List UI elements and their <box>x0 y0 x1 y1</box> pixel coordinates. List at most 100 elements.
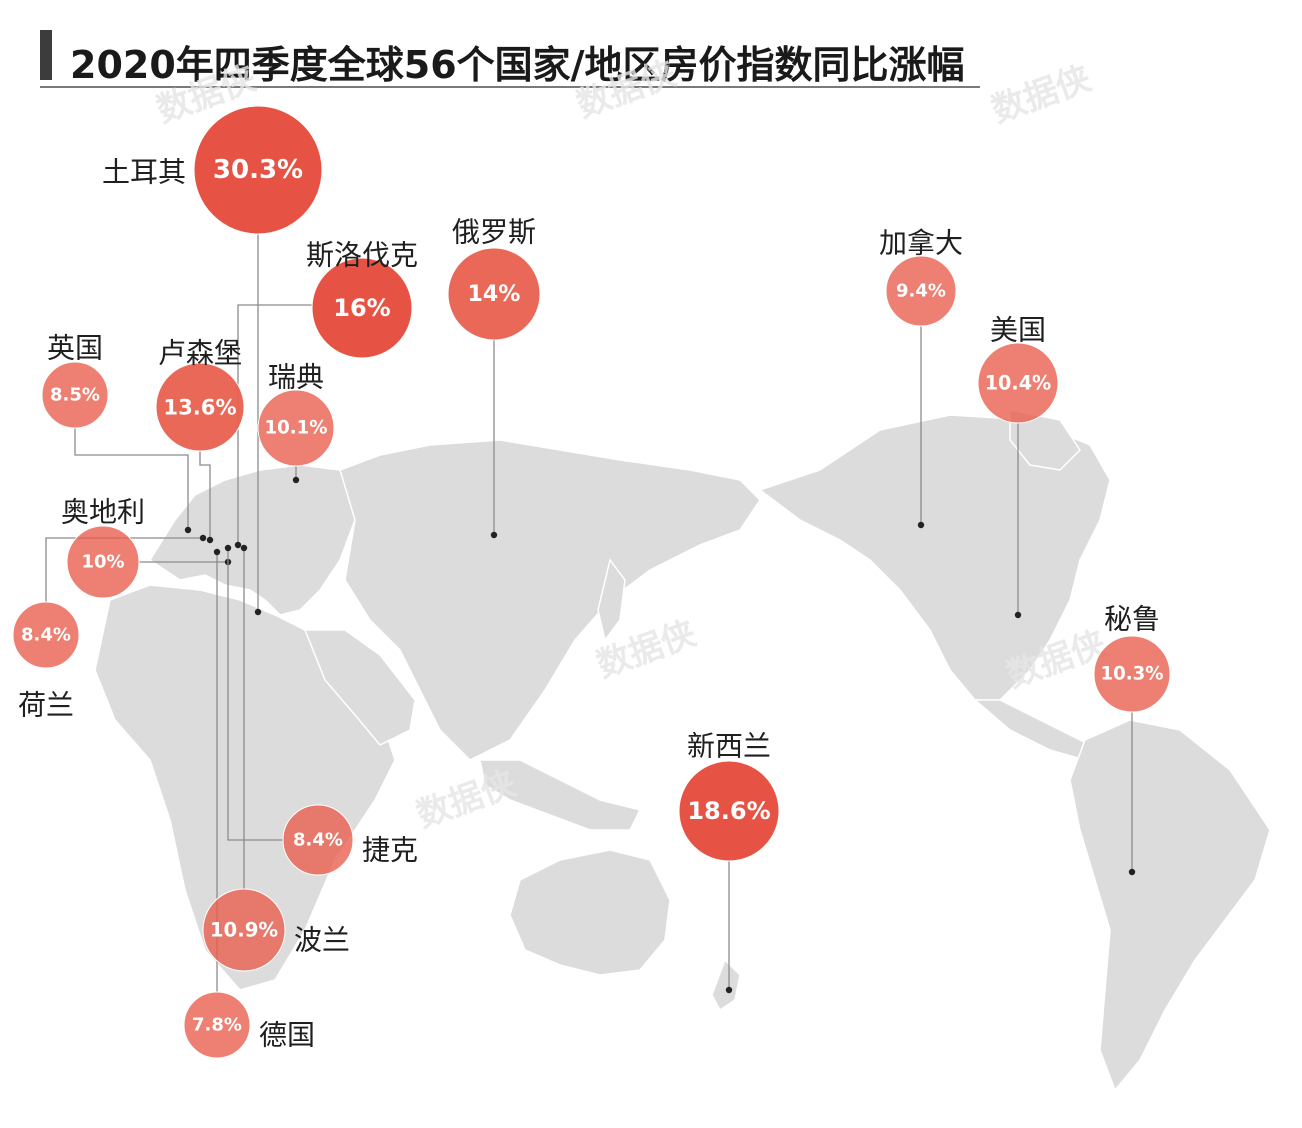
bubble-8: 10% 奥地利 <box>61 496 145 599</box>
bubble-value-label: 9.4% <box>896 281 946 302</box>
bubble-9: 8.4% 荷兰 <box>12 601 80 722</box>
bubble-value-label: 8.5% <box>50 385 100 406</box>
landmass-europe <box>148 464 361 616</box>
location-dot <box>184 526 192 534</box>
bubble-circle <box>977 342 1059 424</box>
country-label: 新西兰 <box>687 730 771 763</box>
country-label: 波兰 <box>294 924 350 957</box>
landmasses <box>94 409 1271 1092</box>
location-dot <box>1128 868 1136 876</box>
country-label: 荷兰 <box>18 689 74 722</box>
bubble-circle <box>202 888 286 972</box>
country-label: 斯洛伐克 <box>306 239 418 272</box>
location-dot <box>240 544 248 552</box>
location-dot <box>213 548 221 556</box>
leader-line <box>199 451 211 540</box>
bubble-circle <box>885 255 957 327</box>
bubble-5: 8.5% 英国 <box>41 332 109 429</box>
bubble-circle <box>447 247 541 341</box>
bubble-value-label: 8.4% <box>21 625 71 646</box>
bubble-value-label: 10.3% <box>1100 664 1163 685</box>
location-dot <box>1014 611 1022 619</box>
bubble-circle <box>678 760 780 862</box>
landmass-greenland <box>1009 409 1081 471</box>
bubble-3: 9.4% 加拿大 <box>879 227 963 327</box>
bubble-value-label: 10.9% <box>210 919 279 942</box>
bubble-10: 10.3% 秘鲁 <box>1093 603 1171 713</box>
country-label: 土耳其 <box>102 156 186 189</box>
bubble-circle <box>41 361 109 429</box>
bubble-value-label: 10.1% <box>264 418 327 439</box>
bubble-circle <box>155 362 245 452</box>
watermark-text: 数据侠 <box>411 763 521 836</box>
location-dot <box>234 541 242 549</box>
bubble-value-label: 10% <box>81 552 124 573</box>
bubble-0: 30.3% 土耳其 <box>102 105 323 235</box>
bubble-value-label: 30.3% <box>213 155 303 185</box>
bubble-12: 8.4% 捷克 <box>282 804 418 876</box>
location-dot <box>490 531 498 539</box>
bubble-7: 10.1% 瑞典 <box>257 361 335 467</box>
bubble-value-label: 8.4% <box>293 830 343 851</box>
location-dot <box>725 986 733 994</box>
bubble-6: 13.6% 卢森堡 <box>155 337 245 452</box>
bubble-circle <box>282 804 354 876</box>
landmass-north-america <box>758 414 1111 701</box>
location-dot <box>206 536 214 544</box>
country-label: 秘鲁 <box>1104 603 1160 636</box>
country-label: 德国 <box>259 1019 315 1052</box>
location-dot <box>917 521 925 529</box>
landmass-se-asia <box>479 759 642 831</box>
bubble-value-label: 7.8% <box>192 1015 242 1036</box>
location-dot <box>199 534 207 542</box>
leader-line <box>45 537 203 602</box>
bubble-value-label: 16% <box>333 294 390 322</box>
location-dot <box>224 544 232 552</box>
landmass-japan <box>597 558 626 642</box>
leader-line <box>227 548 283 841</box>
leader-lines <box>45 234 1136 994</box>
landmass-arabia <box>303 629 416 746</box>
bubble-circle <box>257 389 335 467</box>
bubble-value-label: 14% <box>468 281 521 307</box>
bubble-11: 18.6% 新西兰 <box>678 730 780 862</box>
bubble-circle <box>311 257 413 359</box>
bubble-4: 10.4% 美国 <box>977 314 1059 424</box>
landmass-australia <box>509 849 671 976</box>
leader-line <box>74 428 189 530</box>
country-label: 英国 <box>47 332 103 365</box>
bubble-circle <box>1093 635 1171 713</box>
landmass-central-america <box>972 699 1091 761</box>
title-accent-bar <box>40 30 52 80</box>
title-block: 2020年四季度全球56个国家/地区房价指数同比涨幅 <box>40 30 980 88</box>
bubble-1: 16% 斯洛伐克 <box>306 239 418 359</box>
bubble-circle <box>183 991 251 1059</box>
leader-line <box>237 304 312 545</box>
bubble-circle <box>12 601 80 669</box>
bubble-circle <box>193 105 323 235</box>
bubble-2: 14% 俄罗斯 <box>447 216 541 341</box>
country-label: 奥地利 <box>61 496 145 529</box>
location-dot <box>292 476 300 484</box>
landmass-south-america <box>1069 719 1271 1092</box>
landmass-asia <box>339 439 761 761</box>
watermark-text: 数据侠 <box>571 53 681 126</box>
landmass-new-zealand <box>711 958 741 1012</box>
bubble-value-label: 13.6% <box>163 395 236 420</box>
bubble-value-label: 10.4% <box>985 372 1052 395</box>
bubble-circle <box>66 525 140 599</box>
country-label: 卢森堡 <box>158 337 242 370</box>
watermark-text: 数据侠 <box>986 58 1096 131</box>
country-label: 美国 <box>990 314 1046 347</box>
country-label: 加拿大 <box>879 227 963 260</box>
bubble-value-label: 18.6% <box>687 797 770 825</box>
country-label: 瑞典 <box>268 361 324 394</box>
bubbles: 30.3% 土耳其 16% 斯洛伐克 14% 俄罗斯 9.4% 加拿大 10.4% 美国 8.5% 英… <box>12 105 1171 1059</box>
page-title: 2020年四季度全球56个国家/地区房价指数同比涨幅 <box>70 43 965 87</box>
country-label: 捷克 <box>362 834 418 867</box>
country-label: 俄罗斯 <box>452 216 536 249</box>
bubble-13: 10.9% 波兰 <box>202 888 350 972</box>
location-dot <box>254 608 262 616</box>
bubble-14: 7.8% 德国 <box>183 991 315 1059</box>
